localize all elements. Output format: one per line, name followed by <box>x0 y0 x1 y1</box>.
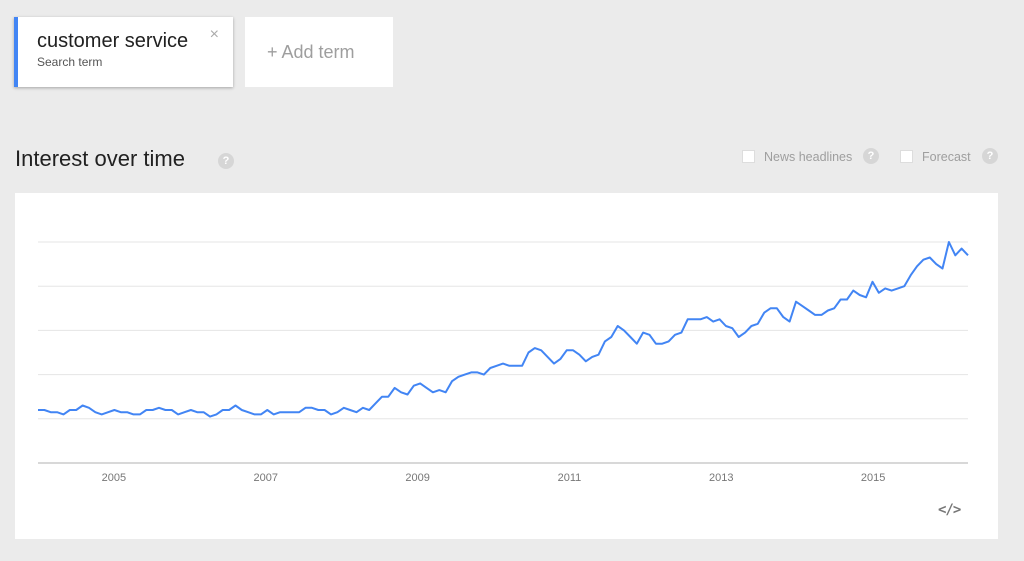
news-headlines-checkbox[interactable] <box>742 150 755 163</box>
x-tick-label-2007: 2007 <box>254 472 278 484</box>
news-headlines-label: News headlines <box>764 150 853 164</box>
add-term-button[interactable]: + Add term <box>245 17 393 87</box>
series-line-0[interactable] <box>38 241 969 418</box>
forecast-label: Forecast <box>922 150 971 164</box>
forecast-help-icon[interactable]: ? <box>982 148 998 164</box>
forecast-checkbox[interactable] <box>900 150 913 163</box>
search-term-card[interactable]: customer service Search term × <box>14 17 233 87</box>
section-title: Interest over time <box>15 146 185 171</box>
x-tick-label-2013: 2013 <box>709 472 733 484</box>
embed-code-icon[interactable]: </> <box>938 502 961 518</box>
x-tick-label-2009: 2009 <box>405 472 429 484</box>
close-icon[interactable]: × <box>209 26 219 43</box>
search-term-name[interactable]: customer service <box>37 30 189 52</box>
chart-card: 2005 2007 2009 2011 2013 2015 <box>15 193 998 539</box>
interest-over-time-chart[interactable]: 2005 2007 2009 2011 2013 2015 <box>15 193 998 539</box>
add-term-label: + Add term <box>267 42 355 62</box>
help-icon[interactable]: ? <box>218 153 234 169</box>
x-tick-label-2005: 2005 <box>102 472 126 484</box>
news-headlines-help-icon[interactable]: ? <box>863 148 879 164</box>
search-term-subtitle: Search term <box>37 55 103 69</box>
x-tick-label-2015: 2015 <box>861 472 885 484</box>
x-tick-label-2011: 2011 <box>558 472 582 484</box>
